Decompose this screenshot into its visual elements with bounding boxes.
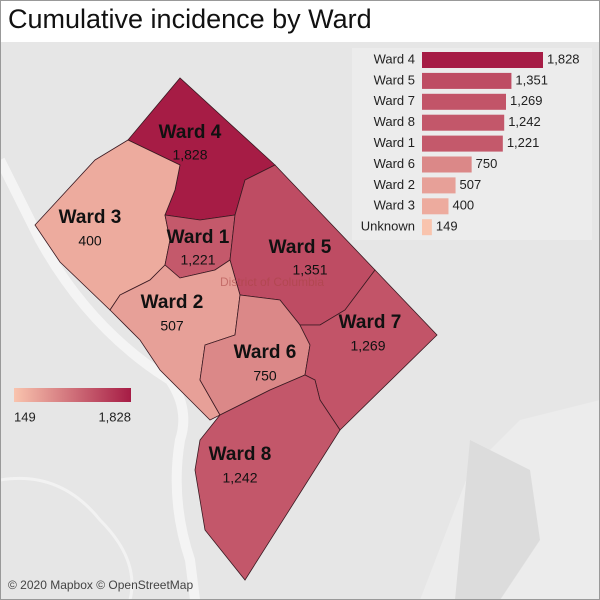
title-band <box>0 0 600 42</box>
legend-max: 1,828 <box>98 409 131 424</box>
bar-value-label: 507 <box>460 177 482 192</box>
bar <box>422 135 503 152</box>
ward-value: 1,351 <box>292 262 327 278</box>
ward-map: Ward 4 1,828 Ward 3 400 Ward 1 1,221 Ward 5 1,3… <box>34 77 438 581</box>
bar-category: Ward 4 <box>374 51 415 66</box>
bar <box>422 52 543 68</box>
ward-region <box>194 374 341 581</box>
bar-category: Ward 3 <box>374 198 415 213</box>
bar <box>422 156 472 173</box>
bar-value-label: 1,828 <box>547 51 580 66</box>
ward-value: 1,828 <box>172 147 207 163</box>
ward-name: Ward 7 <box>339 312 402 333</box>
bar <box>422 93 506 110</box>
ward-value: 1,269 <box>350 338 385 354</box>
bar-category: Ward 8 <box>374 114 415 129</box>
bar <box>422 219 432 236</box>
bar-value-label: 1,269 <box>510 93 543 108</box>
ward-value: 750 <box>253 368 277 384</box>
bar-value-label: 1,351 <box>515 72 548 87</box>
ward-name: Ward 3 <box>59 207 122 228</box>
bar <box>422 114 505 131</box>
bar <box>422 177 456 194</box>
bar-value-label: 1,242 <box>508 114 541 129</box>
ward-name: Ward 4 <box>159 122 222 143</box>
road <box>0 476 134 600</box>
ward-value: 507 <box>160 318 184 334</box>
ward-value: 1,221 <box>180 252 215 268</box>
ward-name: Ward 6 <box>234 342 297 363</box>
bar-category: Ward 1 <box>374 135 415 150</box>
bar-category: Unknown <box>361 219 415 234</box>
bar-value-label: 1,221 <box>507 135 540 150</box>
basemap-park <box>455 440 540 600</box>
bar-category: Ward 5 <box>374 72 415 87</box>
attribution: © 2020 Mapbox © OpenStreetMap <box>8 578 193 592</box>
legend-min: 149 <box>14 409 36 424</box>
ward-value: 1,242 <box>222 470 257 486</box>
bar-category: Ward 2 <box>374 177 415 192</box>
bar-value-label: 149 <box>436 219 458 234</box>
title: Cumulative incidence by Ward <box>8 4 372 34</box>
ward-value: 400 <box>78 233 102 249</box>
bar <box>422 72 512 89</box>
bar-category: Ward 7 <box>374 93 415 108</box>
bar-category: Ward 6 <box>374 156 415 171</box>
ward-name: Ward 1 <box>167 227 230 248</box>
bar-value-label: 400 <box>452 198 474 213</box>
bar-value-label: 750 <box>476 156 498 171</box>
bar-chart: Ward 4 1,828 Ward 5 1,351 Ward 7 1,269 Ward 8 1… <box>352 48 592 240</box>
ward-name: Ward 5 <box>269 237 332 258</box>
bar <box>422 198 449 215</box>
ward-name: Ward 8 <box>209 444 272 465</box>
ward-name: Ward 2 <box>141 292 204 313</box>
place-label: District of Columbia <box>220 275 324 289</box>
legend-ramp <box>14 388 131 402</box>
